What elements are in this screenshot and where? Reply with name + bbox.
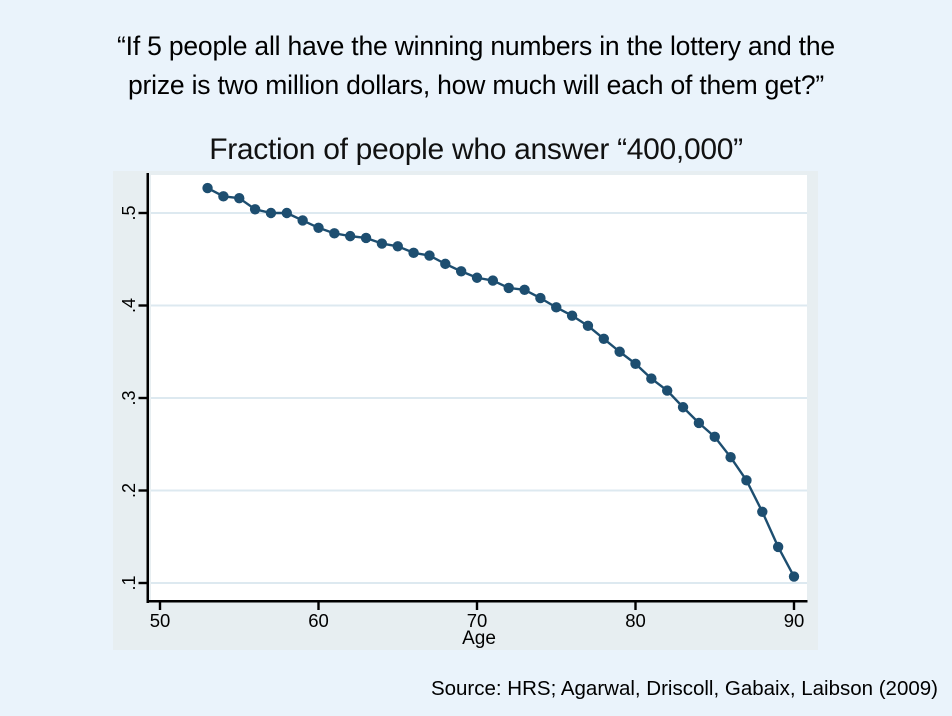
- x-tick-label: 70: [467, 610, 488, 631]
- line-chart: .1 .2 .3 .4 .5 50 60 70 80 90 Age: [113, 171, 818, 650]
- x-tick-label: 50: [150, 610, 171, 631]
- data-point: [408, 247, 419, 258]
- y-tick-label: .5: [119, 205, 139, 220]
- x-tick-label: 80: [625, 610, 646, 631]
- data-point: [551, 302, 562, 313]
- data-point: [265, 207, 277, 219]
- y-axis: [146, 173, 149, 603]
- data-point: [392, 241, 403, 252]
- lottery-question-quote: “If 5 people all have the winning number…: [0, 27, 952, 105]
- y-tick-label: .3: [119, 390, 139, 405]
- data-point: [503, 282, 514, 294]
- data-point: [249, 204, 261, 215]
- data-point: [566, 310, 578, 321]
- data-point: [202, 182, 213, 194]
- data-point: [519, 284, 530, 295]
- x-axis: [146, 600, 808, 603]
- data-point: [535, 292, 546, 304]
- data-point: [376, 238, 388, 249]
- data-point: [424, 250, 435, 261]
- data-point: [345, 230, 356, 242]
- data-point: [630, 358, 641, 369]
- y-tick-label: .2: [119, 483, 139, 498]
- data-point: [772, 541, 784, 553]
- data-point: [788, 571, 800, 582]
- data-point: [757, 506, 768, 517]
- data-point: [455, 266, 467, 277]
- data-point: [297, 215, 308, 226]
- data-point: [218, 191, 229, 202]
- x-tick-label: 60: [308, 610, 329, 631]
- y-tick-label: .1: [119, 575, 139, 590]
- plot-area: [151, 175, 807, 600]
- data-point: [360, 232, 372, 244]
- data-point: [741, 475, 752, 486]
- data-point: [471, 272, 483, 283]
- data-point: [693, 417, 705, 429]
- data-point: [725, 452, 736, 463]
- x-axis-label: Age: [462, 628, 496, 649]
- data-point: [582, 320, 594, 332]
- data-point: [614, 346, 625, 357]
- x-tick-label: 90: [784, 610, 805, 631]
- quote-line-1: “If 5 people all have the winning number…: [117, 31, 835, 61]
- quote-line-2: prize is two million dollars, how much w…: [127, 70, 825, 100]
- data-point: [487, 275, 499, 286]
- data-point: [646, 373, 657, 384]
- data-point: [598, 333, 609, 344]
- data-point: [677, 402, 689, 413]
- stata-graph-region: .1 .2 .3 .4 .5 50 60 70 80 90 Age: [113, 171, 818, 650]
- data-point: [662, 385, 673, 396]
- data-point: [709, 431, 720, 443]
- data-point: [234, 193, 245, 204]
- data-point: [313, 222, 324, 233]
- chart-title: Fraction of people who answer “400,000”: [209, 133, 743, 166]
- y-tick-label: .4: [119, 298, 139, 313]
- source-attribution: Source: HRS; Agarwal, Driscoll, Gabaix, …: [430, 677, 938, 700]
- data-point: [329, 228, 340, 239]
- data-point: [440, 258, 451, 270]
- data-point: [281, 207, 292, 219]
